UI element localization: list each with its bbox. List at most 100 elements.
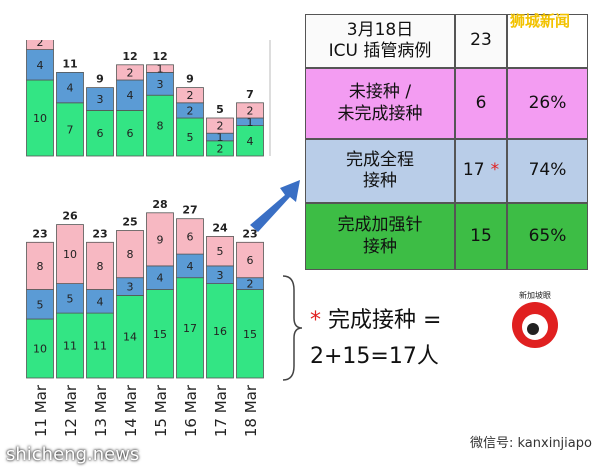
segment-label: 15: [243, 328, 257, 341]
segment-label: 10: [33, 343, 47, 356]
bar-segment: [26, 241, 54, 290]
total-label: 28: [152, 198, 167, 211]
segment-label: 2: [247, 104, 254, 117]
count-mark: *: [490, 160, 500, 181]
arrow: [250, 180, 300, 232]
segment-label: 6: [97, 127, 104, 140]
x-tick-label: 15 Mar: [152, 384, 170, 437]
segment-label: 7: [67, 123, 74, 136]
segment-label: 5: [217, 245, 224, 258]
segment-label: 1: [247, 116, 254, 129]
segment-label: 3: [217, 269, 224, 282]
segment-label: 2: [217, 120, 224, 133]
segment-label: 11: [63, 340, 77, 353]
footer-wechat: 微信号: kanxinjiapo: [470, 436, 592, 451]
count: 15: [470, 225, 492, 246]
segment-label: 4: [127, 89, 134, 102]
label-line: ICU 插管病例: [328, 41, 432, 61]
x-tick-label: 12 Mar: [62, 384, 80, 437]
segment-label: 2: [247, 278, 254, 291]
segment-label: 2: [187, 89, 194, 102]
count: 17: [462, 160, 485, 181]
segment-label: 6: [247, 254, 254, 267]
segment-label: 2: [187, 104, 194, 117]
bar-segment: [56, 72, 84, 104]
segment-label: 8: [127, 248, 134, 261]
pct: 65%: [528, 225, 567, 246]
x-tick-label: 13 Mar: [92, 384, 110, 437]
total-label: 12: [152, 50, 167, 63]
bar-segment: [116, 230, 144, 279]
bar-segment: [116, 64, 144, 81]
x-tick-label: 17 Mar: [212, 384, 230, 437]
total-label: 26: [62, 210, 78, 223]
brand: 狮城新闻: [510, 12, 571, 30]
segment-label: 6: [127, 127, 134, 140]
count-cell: 6: [455, 68, 507, 139]
bar-segment: [26, 79, 54, 157]
count-cell: 17 *: [455, 139, 507, 203]
segment-label: 17: [183, 322, 197, 335]
count: 23: [470, 30, 492, 51]
segment-label: 4: [67, 82, 74, 95]
segment-label: 3: [127, 281, 134, 294]
row-label: 完成加强针 接种: [305, 203, 455, 270]
bar-segment: [236, 241, 264, 279]
bar-segment: [236, 289, 264, 379]
bar-segment: [86, 87, 114, 111]
segment-label: 8: [37, 260, 44, 273]
segment-label: 8: [157, 120, 164, 133]
total-label: 25: [122, 216, 137, 229]
bar-segment: [56, 102, 84, 157]
note-text: 完成接种 =: [328, 308, 442, 333]
bar-segment: [146, 64, 174, 73]
segment-label: 16: [213, 325, 227, 338]
note-mark: *: [310, 308, 321, 333]
segment-label: 4: [97, 295, 104, 308]
pct-cell: 65%: [507, 203, 588, 270]
pct-cell: [507, 14, 588, 68]
label-line: 完成加强针: [337, 215, 423, 236]
segment-label: 2: [37, 36, 44, 49]
count-cell: 15: [455, 203, 507, 270]
bar-segment: [26, 289, 54, 320]
bar-segment: [176, 277, 204, 379]
row-label: 3月18日 ICU 插管病例: [305, 14, 455, 68]
bar-segment: [176, 117, 204, 157]
segment-label: 14: [123, 331, 137, 344]
segment-label: 2: [217, 142, 224, 155]
x-tick-label: 11 Mar: [32, 384, 50, 437]
segment-label: 5: [67, 292, 74, 305]
label-line: 未接种 /: [348, 82, 412, 103]
bar-segment: [26, 40, 54, 51]
bar-segment: [146, 94, 174, 157]
bar-segment: [116, 110, 144, 157]
segment-label: 3: [97, 93, 104, 106]
bar-segment: [86, 110, 114, 157]
count: 6: [475, 92, 487, 113]
bar-segment: [146, 289, 174, 379]
segment-label: 1: [157, 63, 164, 76]
bar-segment: [116, 79, 144, 111]
logo-eye: [527, 323, 539, 335]
bar-segment: [86, 241, 114, 290]
total-label: 27: [182, 204, 197, 217]
total-label: 24: [212, 221, 228, 234]
brace: [282, 275, 303, 381]
pct: 26%: [528, 92, 567, 113]
x-tick-label: 16 Mar: [182, 384, 200, 437]
label-line: 未完成接种: [337, 103, 423, 124]
logo-text: 新加坡眼: [519, 290, 551, 300]
note-line2: 2+15=17人: [310, 344, 439, 369]
segment-label: 5: [37, 298, 44, 311]
bar-segment: [56, 312, 84, 379]
segment-label: 1: [217, 131, 224, 144]
total-label: 5: [216, 103, 224, 116]
pct: 74%: [528, 160, 567, 181]
bar-segment: [86, 312, 114, 379]
bar-segment: [206, 283, 234, 379]
segment-label: 6: [187, 230, 194, 243]
